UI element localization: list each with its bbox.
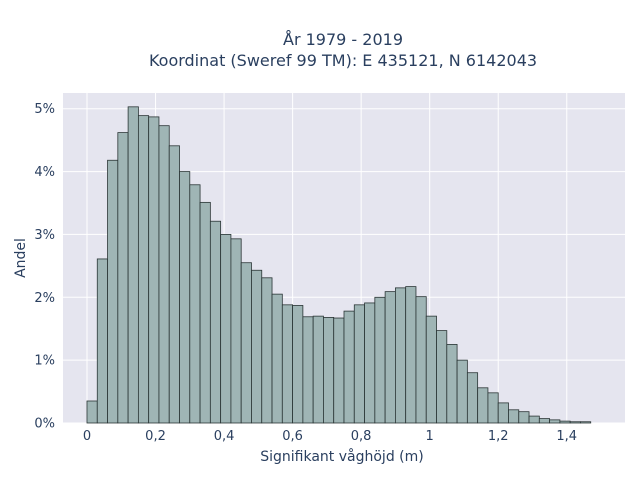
- histogram-bar: [446, 344, 458, 424]
- histogram-bar: [240, 262, 252, 424]
- histogram-bar: [281, 304, 293, 424]
- histogram-bar: [343, 310, 355, 424]
- y-tick-label: 4%: [34, 165, 55, 180]
- histogram-bar: [436, 330, 448, 424]
- histogram-bar: [251, 269, 263, 424]
- histogram-bar: [158, 125, 170, 424]
- histogram-bar: [96, 258, 108, 424]
- histogram-bar: [405, 286, 417, 424]
- histogram-bar: [323, 316, 335, 424]
- histogram-bar: [477, 387, 489, 424]
- histogram-bar: [230, 238, 242, 424]
- histogram-bar: [209, 220, 222, 424]
- histogram-bar: [425, 315, 437, 424]
- histogram-bar: [292, 305, 304, 424]
- histogram-bar: [466, 372, 479, 424]
- x-tick-label: 1,2: [488, 429, 509, 444]
- histogram-bar: [86, 400, 98, 424]
- histogram-bar: [487, 392, 499, 424]
- histogram-bar: [107, 159, 119, 424]
- histogram-bar: [127, 106, 139, 424]
- histogram-bar: [312, 315, 324, 424]
- histogram-bar: [497, 402, 509, 424]
- histogram-bar: [302, 316, 314, 424]
- histogram-bar: [569, 421, 581, 424]
- histogram-bar: [374, 296, 386, 424]
- histogram-bar: [333, 317, 345, 424]
- x-tick-label: 0,4: [214, 429, 235, 444]
- histogram-bar: [261, 277, 273, 424]
- histogram-bar: [518, 411, 530, 424]
- x-tick-label: 0: [83, 429, 91, 444]
- histogram-bar: [168, 145, 180, 424]
- histogram-bar: [137, 115, 150, 424]
- histogram-bar: [199, 201, 211, 424]
- x-tick-label: 1,4: [556, 429, 577, 444]
- y-axis-ticks: 0% 1% 2% 3% 4% 5%: [34, 102, 55, 431]
- histogram-bar: [220, 234, 232, 424]
- x-tick-label: 0,8: [351, 429, 372, 444]
- x-tick-label: 1: [426, 429, 434, 444]
- histogram-bar: [364, 302, 376, 424]
- histogram-bar: [456, 359, 468, 424]
- histogram-bar: [395, 287, 407, 424]
- histogram-bar: [148, 116, 160, 424]
- histogram-bar: [271, 293, 283, 424]
- y-tick-label: 0%: [34, 417, 55, 432]
- histogram-bar: [179, 171, 191, 424]
- chart-subtitle: Koordinat (Sweref 99 TM): E 435121, N 61…: [149, 51, 537, 70]
- histogram-bar: [384, 291, 396, 424]
- histogram-bar: [415, 296, 427, 424]
- y-tick-label: 2%: [34, 291, 55, 306]
- y-axis-title: Andel: [13, 238, 29, 278]
- chart-title: År 1979 - 2019: [283, 30, 403, 49]
- x-tick-label: 0,2: [145, 429, 166, 444]
- histogram-bar: [117, 132, 129, 424]
- y-tick-label: 5%: [34, 102, 55, 117]
- histogram-bar: [549, 419, 561, 424]
- x-tick-label: 0,6: [282, 429, 303, 444]
- x-axis-title: Signifikant våghöjd (m): [260, 448, 423, 465]
- histogram-bar: [559, 420, 571, 424]
- histogram-bar: [508, 409, 520, 424]
- y-tick-label: 1%: [34, 354, 55, 369]
- bars: [86, 106, 592, 424]
- histogram-bar: [528, 415, 540, 424]
- histogram-bar: [353, 304, 365, 424]
- histogram-bar: [580, 421, 592, 424]
- histogram-bar: [189, 184, 201, 424]
- x-axis-ticks: 0 0,2 0,4 0,6 0,8 1 1,2 1,4: [83, 429, 577, 444]
- y-tick-label: 3%: [34, 228, 55, 243]
- histogram-bar: [538, 418, 551, 424]
